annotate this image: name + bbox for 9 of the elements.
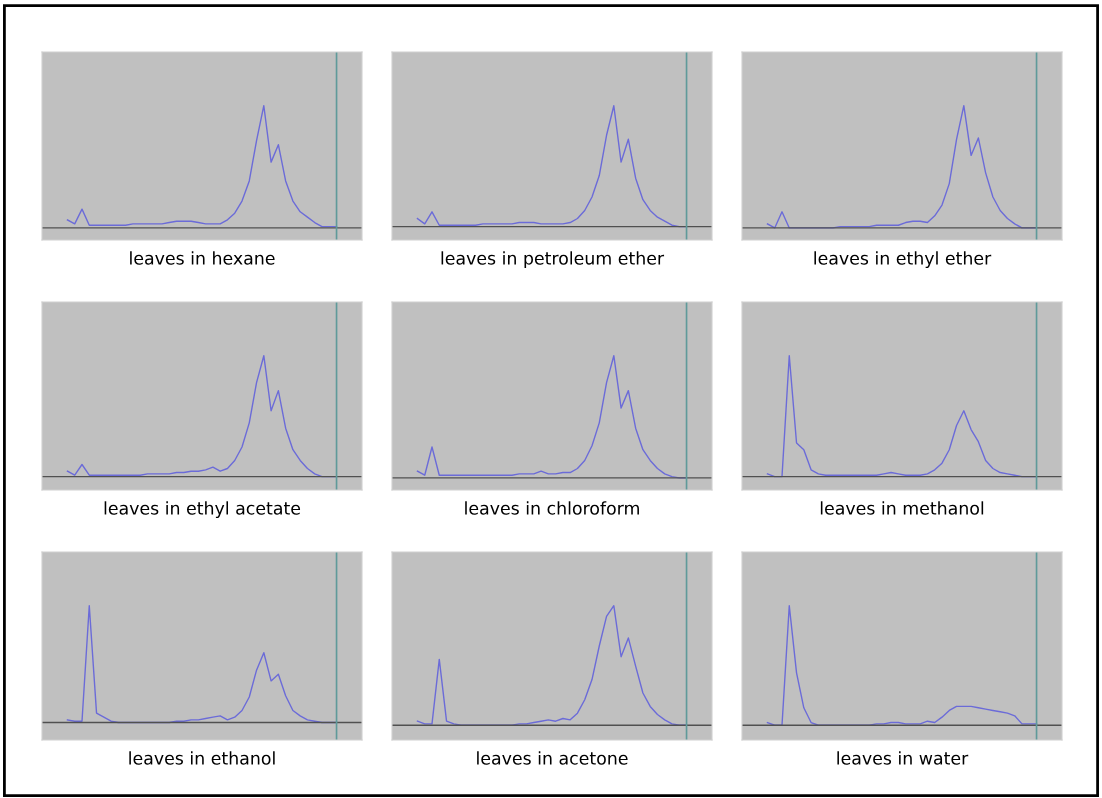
text: leaves in hexane: [130, 251, 275, 265]
text: leaves in ethanol: [129, 751, 275, 765]
text: leaves in chloroform: [465, 501, 639, 515]
text: leaves in water: [837, 751, 969, 765]
text: leaves in petroleum ether: [441, 251, 665, 269]
text: leaves in ethyl acetate: [104, 501, 301, 519]
text: leaves in ethyl ether: [814, 251, 992, 269]
text: leaves in methanol: [820, 501, 984, 515]
text: leaves in acetone: [477, 751, 628, 765]
